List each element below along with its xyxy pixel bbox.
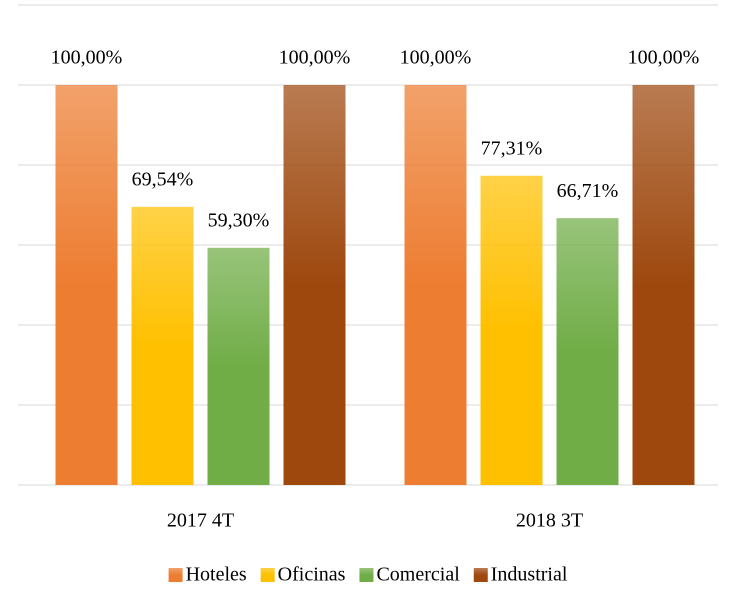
legend-swatch <box>168 568 183 582</box>
data-label: 69,54% <box>132 168 194 190</box>
legend-swatch <box>260 568 275 582</box>
bar <box>55 85 118 485</box>
data-label: 100,00% <box>400 47 472 69</box>
data-label: 100,00% <box>51 47 123 69</box>
legend: Hoteles Oficinas Comercial Industrial <box>168 564 568 586</box>
data-label: 66,71% <box>557 180 619 202</box>
bar <box>207 247 270 485</box>
legend-swatch <box>473 568 488 582</box>
bar <box>283 85 346 485</box>
legend-item: Oficinas <box>260 564 346 586</box>
bar <box>480 175 543 485</box>
bar <box>556 218 619 485</box>
data-label: 100,00% <box>279 47 351 69</box>
legend-label: Comercial <box>376 564 460 586</box>
legend-item: Comercial <box>359 564 460 586</box>
x-tick-label: 2017 4T <box>167 510 234 532</box>
legend-label: Hoteles <box>186 564 247 586</box>
legend-swatch <box>359 568 374 582</box>
bar <box>131 206 194 485</box>
legend-item: Hoteles <box>168 564 247 586</box>
bar <box>404 85 467 485</box>
data-label: 77,31% <box>481 137 543 159</box>
legend-item: Industrial <box>473 564 568 586</box>
data-label: 59,30% <box>208 209 270 231</box>
bar <box>632 85 695 485</box>
legend-label: Industrial <box>491 564 568 586</box>
data-label: 100,00% <box>628 47 700 69</box>
x-tick-label: 2018 3T <box>516 510 583 532</box>
legend-label: Oficinas <box>278 564 346 586</box>
